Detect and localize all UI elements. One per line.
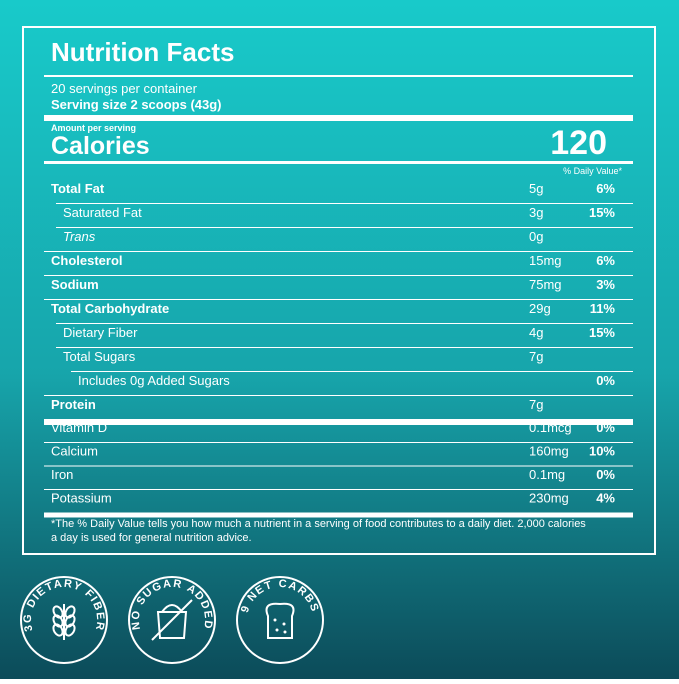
divider (44, 419, 633, 425)
nutrient-amount: 0.1mcg (529, 420, 572, 435)
nutrient-amount: 7g (529, 397, 543, 412)
nutrient-name: Sodium (51, 277, 99, 292)
divider (44, 489, 633, 490)
nutrient-dv: 0% (596, 420, 615, 435)
divider (44, 275, 633, 276)
nutrient-name: Trans (63, 229, 96, 244)
nutrient-amount: 75mg (529, 277, 562, 292)
nutrient-dv: 0% (596, 373, 615, 388)
icon (282, 622, 286, 626)
nutrient-amount: 29g (529, 301, 551, 316)
nutrient-name: Total Sugars (63, 349, 136, 364)
divider (44, 395, 633, 396)
nutrient-name: Dietary Fiber (63, 325, 138, 340)
icon (283, 630, 287, 634)
divider (71, 371, 633, 372)
nutrient-amount: 5g (529, 181, 543, 196)
icon (265, 602, 295, 639)
divider (56, 227, 633, 228)
icon (151, 599, 193, 641)
nutrient-dv: 6% (596, 253, 615, 268)
divider (44, 465, 633, 467)
servings: 20 servings per container (51, 81, 198, 96)
serving-size: Serving size 2 scoops (43g) (51, 97, 222, 112)
nutrient-amount: 7g (529, 349, 543, 364)
icon (156, 604, 188, 639)
calories-label: Calories (51, 132, 150, 160)
nutrient-amount: 0g (529, 229, 543, 244)
nutrient-name: Calcium (51, 444, 98, 459)
divider (56, 323, 633, 324)
nutrient-name: Iron (51, 467, 73, 482)
divider (44, 75, 633, 77)
nutrient-dv: 4% (596, 491, 615, 506)
badge-circle (20, 576, 108, 664)
divider (44, 161, 633, 164)
nutrient-name: Total Fat (51, 181, 105, 196)
calories-value: 120 (550, 124, 607, 162)
nutrient-name: Cholesterol (51, 253, 123, 268)
nutrient-amount: 15mg (529, 253, 562, 268)
nutrient-amount: 4g (529, 325, 543, 340)
nutrient-name: Potassium (51, 491, 112, 506)
nutrient-dv: 11% (590, 301, 616, 316)
footnote: a day is used for general nutrition advi… (51, 532, 252, 544)
icon (64, 623, 76, 637)
amount-per-serving: Amount per serving (51, 123, 136, 133)
divider (56, 203, 633, 204)
divider (56, 347, 633, 348)
nutrient-name: Vitamin D (51, 420, 107, 435)
divider (44, 512, 633, 518)
nutrient-dv: 6% (596, 181, 615, 196)
divider (44, 442, 633, 443)
nutrient-dv: 15% (589, 205, 615, 220)
nutrient-dv: 0% (596, 467, 615, 482)
nutrient-dv: 15% (589, 325, 615, 340)
nutrient-amount: 160mg (529, 444, 569, 459)
divider (44, 299, 633, 300)
nutrient-name: Total Carbohydrate (51, 301, 169, 316)
divider (44, 115, 633, 121)
icon (275, 628, 279, 632)
title: Nutrition Facts (51, 37, 234, 67)
nutrient-name: Protein (51, 397, 96, 412)
badge-circle (128, 576, 216, 664)
nutrient-amount: 3g (529, 205, 543, 220)
divider (44, 251, 633, 252)
nutrient-name: Saturated Fat (63, 205, 142, 220)
nutrient-amount: 230mg (529, 491, 569, 506)
nutrient-dv: 3% (596, 277, 615, 292)
nutrient-name: Includes 0g Added Sugars (78, 373, 230, 388)
icon (273, 618, 277, 622)
nutrient-dv: 10% (589, 444, 615, 459)
badge-circle (236, 576, 324, 664)
label-frame (22, 26, 656, 555)
daily-value-header: % Daily Value* (563, 166, 622, 176)
nutrient-amount: 0.1mg (529, 467, 565, 482)
footnote: *The % Daily Value tells you how much a … (51, 518, 586, 530)
icon (52, 623, 64, 637)
